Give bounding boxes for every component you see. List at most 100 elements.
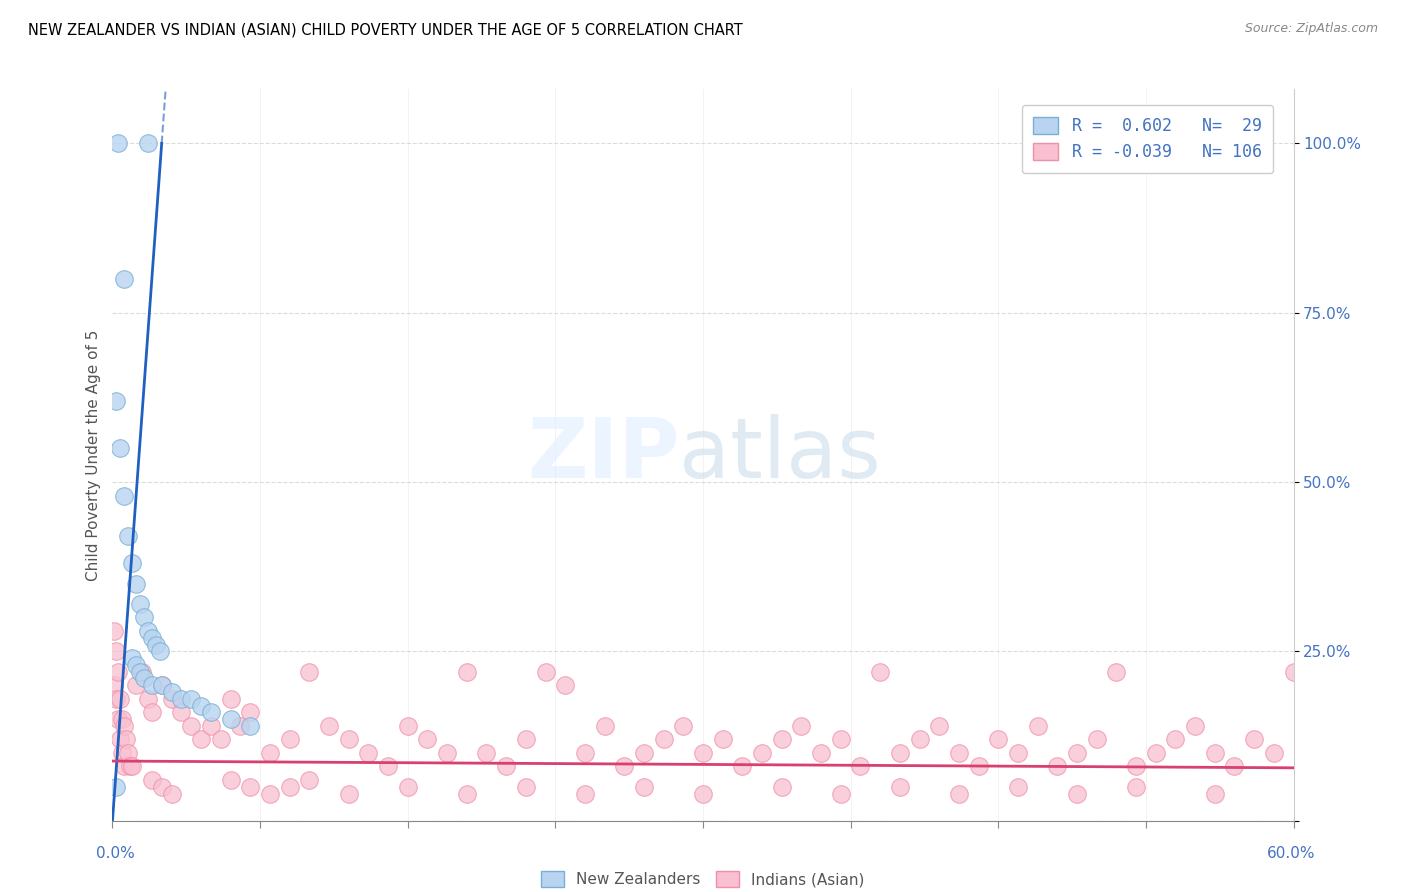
- Point: [132, 610, 155, 624]
- Point: [515, 732, 537, 747]
- Point: [132, 672, 155, 686]
- Point: [110, 441, 132, 455]
- Point: [219, 712, 242, 726]
- Point: [150, 780, 173, 794]
- Point: [107, 136, 129, 151]
- Point: [987, 732, 1010, 747]
- Point: [967, 759, 990, 773]
- Point: [229, 719, 252, 733]
- Point: [103, 678, 125, 692]
- Point: [141, 678, 163, 692]
- Point: [200, 719, 222, 733]
- Point: [209, 732, 232, 747]
- Point: [554, 678, 576, 692]
- Point: [110, 691, 132, 706]
- Point: [129, 665, 152, 679]
- Point: [131, 665, 153, 679]
- Point: [103, 624, 125, 638]
- Point: [259, 787, 281, 801]
- Point: [141, 772, 163, 787]
- Point: [136, 136, 159, 151]
- Point: [396, 780, 419, 794]
- Point: [889, 780, 911, 794]
- Point: [810, 746, 832, 760]
- Point: [1164, 732, 1187, 747]
- Point: [239, 719, 262, 733]
- Point: [1184, 719, 1206, 733]
- Point: [948, 746, 970, 760]
- Point: [1046, 759, 1069, 773]
- Point: [456, 787, 478, 801]
- Point: [115, 732, 138, 747]
- Point: [1243, 732, 1265, 747]
- Point: [141, 631, 163, 645]
- Point: [574, 746, 596, 760]
- Point: [456, 665, 478, 679]
- Point: [574, 787, 596, 801]
- Point: [136, 691, 159, 706]
- Point: [180, 719, 202, 733]
- Point: [111, 712, 134, 726]
- Point: [377, 759, 399, 773]
- Text: ZIP: ZIP: [527, 415, 679, 495]
- Point: [239, 780, 262, 794]
- Point: [1066, 787, 1088, 801]
- Point: [1105, 665, 1128, 679]
- Point: [125, 657, 148, 672]
- Point: [160, 787, 183, 801]
- Point: [170, 691, 193, 706]
- Point: [141, 706, 163, 720]
- Point: [692, 787, 714, 801]
- Point: [770, 780, 793, 794]
- Point: [110, 732, 132, 747]
- Point: [1026, 719, 1049, 733]
- Point: [145, 638, 167, 652]
- Point: [107, 665, 129, 679]
- Point: [908, 732, 931, 747]
- Point: [200, 706, 222, 720]
- Point: [160, 691, 183, 706]
- Point: [790, 719, 813, 733]
- Point: [1066, 746, 1088, 760]
- Point: [125, 576, 148, 591]
- Point: [117, 529, 139, 543]
- Point: [150, 678, 173, 692]
- Text: NEW ZEALANDER VS INDIAN (ASIAN) CHILD POVERTY UNDER THE AGE OF 5 CORRELATION CHA: NEW ZEALANDER VS INDIAN (ASIAN) CHILD PO…: [28, 22, 742, 37]
- Y-axis label: Child Poverty Under the Age of 5: Child Poverty Under the Age of 5: [86, 329, 101, 581]
- Point: [180, 691, 202, 706]
- Text: atlas: atlas: [679, 415, 882, 495]
- Point: [1263, 746, 1285, 760]
- Point: [111, 746, 134, 760]
- Point: [129, 597, 152, 611]
- Point: [120, 759, 142, 773]
- Point: [298, 665, 321, 679]
- Point: [692, 746, 714, 760]
- Point: [150, 678, 173, 692]
- Point: [105, 691, 128, 706]
- Point: [112, 719, 135, 733]
- Point: [219, 691, 242, 706]
- Point: [121, 651, 143, 665]
- Text: 60.0%: 60.0%: [1267, 846, 1315, 861]
- Point: [534, 665, 557, 679]
- Point: [830, 732, 852, 747]
- Point: [1125, 780, 1147, 794]
- Point: [337, 787, 360, 801]
- Point: [136, 624, 159, 638]
- Point: [219, 772, 242, 787]
- Point: [593, 719, 616, 733]
- Text: 0.0%: 0.0%: [96, 846, 135, 861]
- Point: [357, 746, 380, 760]
- Point: [259, 746, 281, 760]
- Point: [112, 272, 135, 286]
- Point: [1144, 746, 1167, 760]
- Point: [672, 719, 695, 733]
- Point: [105, 780, 128, 794]
- Point: [652, 732, 675, 747]
- Point: [495, 759, 517, 773]
- Legend: New Zealanders, Indians (Asian): New Zealanders, Indians (Asian): [536, 865, 870, 892]
- Point: [869, 665, 891, 679]
- Point: [475, 746, 498, 760]
- Point: [515, 780, 537, 794]
- Point: [318, 719, 340, 733]
